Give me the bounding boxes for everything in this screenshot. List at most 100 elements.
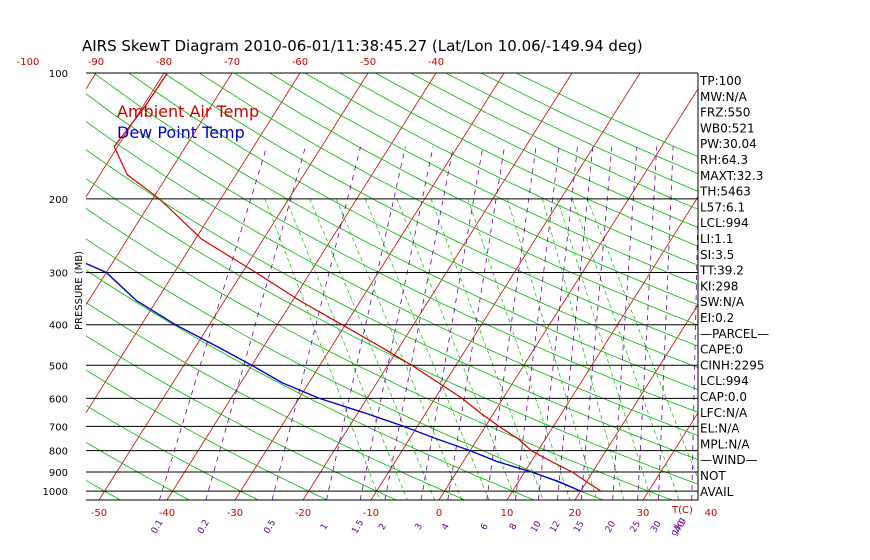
moist-adiabat-line [396, 198, 517, 500]
dry-adiabat-line [86, 93, 698, 413]
mixing-ratio-tick-label: 4 [440, 522, 452, 532]
isotherm-line [574, 304, 698, 500]
mixing-ratio-line [556, 146, 594, 500]
sounding-index: MPL:N/A [700, 437, 750, 451]
moist-adiabat-line [506, 198, 598, 500]
isotherm-line [98, 73, 369, 500]
mixing-ratio-line [447, 146, 505, 500]
top-temp-tick-label: -80 [156, 57, 172, 68]
isotherm-line [506, 196, 698, 500]
sounding-index: EI:0.2 [700, 311, 734, 325]
sounding-index: CINH:2295 [700, 358, 765, 372]
moist-adiabat-line [335, 198, 463, 500]
legend: Ambient Air Temp Dew Point Temp [117, 102, 259, 142]
moist-adiabat-line [571, 198, 680, 500]
sounding-index: EL:N/A [700, 422, 740, 436]
mixing-ratio-line [612, 146, 638, 500]
sounding-index: MW:N/A [700, 90, 748, 104]
isotherm-line [86, 73, 301, 414]
dry-adiabat-line [445, 73, 698, 192]
dry-adiabat-line [269, 73, 698, 286]
mixing-ratio-tick-label: 0.5 [262, 518, 278, 535]
isotherm-line [86, 73, 233, 306]
dry-adiabat-line [86, 238, 604, 500]
bottom-temp-tick-label: 20 [569, 508, 582, 519]
mixing-ratio-line [326, 146, 406, 500]
sounding-index: LCL:994 [700, 374, 749, 388]
mixing-ratio-tick-label: 15 [572, 520, 586, 535]
dew-point-upper-segment [0, 73, 35, 147]
dry-adiabat-line [0, 73, 51, 500]
dry-adiabat-line [86, 479, 121, 500]
sounding-index: CAPE:0 [700, 343, 743, 357]
sounding-index: SI:3.5 [700, 248, 734, 262]
sounding-index: CAP:0.0 [700, 390, 747, 404]
dry-adiabat-line [304, 73, 698, 266]
legend-dew-point-temp: Dew Point Temp [117, 123, 245, 142]
pressure-tick-label: 500 [49, 361, 68, 372]
mixing-ratio-tick-label: 2 [377, 522, 389, 532]
pressure-tick-label: 800 [49, 447, 68, 458]
mixing-ratio-tick-label: 1 [319, 522, 331, 532]
dry-adiabat-line [86, 120, 698, 437]
mixing-ratio-line [580, 146, 613, 500]
sounding-index: WB0:521 [700, 121, 755, 135]
mixing-ratio-line [637, 146, 658, 500]
mixing-ratio-tick-label: 20 [604, 519, 619, 534]
isotherm-line [642, 411, 698, 500]
mixing-ratio-line [271, 146, 361, 500]
bottom-temp-tick-label: -10 [363, 508, 379, 519]
bottom-temp-tick-label: 40 [705, 508, 718, 519]
sounding-index: PW:30.04 [700, 137, 757, 151]
top-temp-tick-label: -50 [360, 57, 376, 68]
bottom-temp-tick-label: -20 [295, 508, 311, 519]
pressure-tick-label: 100 [49, 69, 68, 80]
dry-adiabat-line [86, 335, 397, 500]
sounding-index: —PARCEL— [700, 327, 769, 341]
top-temp-tick-label: -40 [428, 57, 444, 68]
pressure-tick-label: 900 [49, 468, 68, 479]
mixing-ratio-tick-label: 8 [508, 522, 520, 532]
pressure-tick-label: 400 [49, 321, 68, 332]
sounding-index: LI:1.1 [700, 232, 733, 246]
moist-adiabat-line [467, 198, 571, 500]
sounding-index: NOT [700, 469, 726, 483]
top-temp-tick-label: -100 [17, 57, 40, 68]
sounding-index: SW:N/A [700, 295, 745, 309]
moist-adiabat-line [264, 198, 381, 500]
bottom-temp-tick-label: 30 [637, 508, 650, 519]
bottom-temp-tick-labels: -50 -40 -30 -20 -10 0 10 20 30 40 [91, 508, 718, 519]
mixing-ratio-tick-label: 10 [529, 519, 544, 534]
sounding-index: LCL:994 [700, 216, 749, 230]
mixing-ratio-line [205, 146, 306, 500]
pressure-tick-label: 1000 [43, 487, 68, 498]
moist-adiabat-line [285, 198, 408, 500]
top-temp-tick-labels: -120-110-100-90-80-70-60-50-40 [17, 57, 445, 68]
mixing-ratio-tick-label: 3 [414, 522, 426, 532]
pressure-tick-label: 300 [49, 269, 68, 280]
bottom-temp-tick-label: -30 [227, 508, 243, 519]
moist-adiabat-line [309, 198, 436, 500]
moist-adiabat-line [430, 198, 544, 500]
moist-adiabat-line [586, 198, 698, 480]
x-axis-label: T(C) [671, 505, 693, 516]
mixing-ratio-line [384, 146, 454, 500]
mixing-ratio-tick-label: 1.5 [350, 518, 366, 535]
sounding-index: —WIND— [700, 453, 758, 467]
sounding-index: KI:298 [700, 279, 738, 293]
dry-adiabat-line [86, 178, 698, 485]
dry-adiabat-line [86, 369, 328, 500]
sounding-index: RH:64.3 [700, 153, 748, 167]
dry-adiabat-line [86, 207, 673, 500]
chart-title: AIRS SkewT Diagram 2010-06-01/11:38:45.2… [82, 37, 643, 55]
sounding-index: LFC:N/A [700, 406, 748, 420]
mixing-ratio-line [359, 146, 434, 500]
mixing-ratio-tick-labels: 0.1 0.2 0.5 1 1.5 2 3 4 6 8 10 12 15 20 25 30 40g/kg [150, 516, 688, 538]
isotherm-line [234, 73, 505, 500]
sounding-index: TH:5463 [699, 185, 751, 199]
moist-adiabat-line [542, 198, 625, 500]
sounding-index: FRZ:550 [700, 106, 750, 120]
isotherm-line [86, 73, 165, 198]
dry-adiabat-line [234, 73, 698, 306]
